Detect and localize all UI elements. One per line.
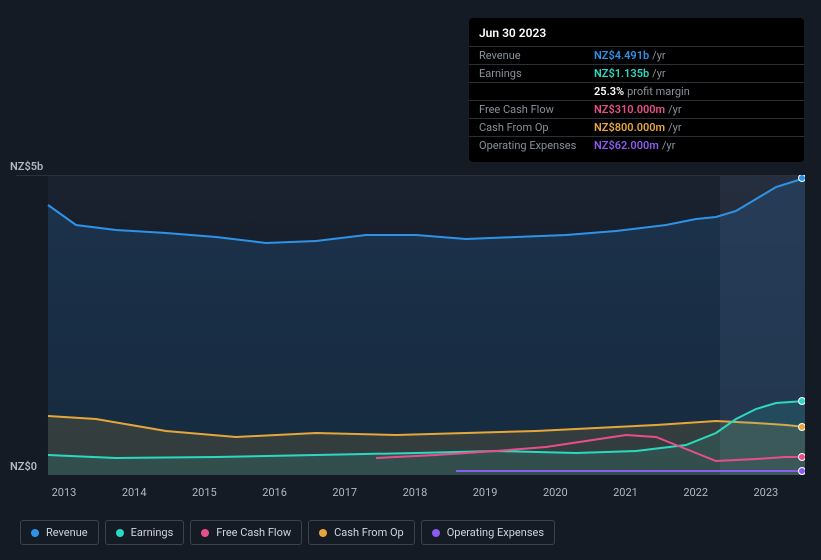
legend-dot-icon — [116, 529, 124, 537]
x-axis-label: 2016 — [241, 486, 309, 499]
end-marker — [799, 398, 806, 405]
chart-legend: Revenue Earnings Free Cash Flow Cash From O… — [20, 520, 555, 545]
tooltip-row: Cash From OpNZ$800.000m/yr — [469, 118, 804, 136]
tooltip-unit: /yr — [668, 121, 681, 134]
legend-label: Revenue — [46, 526, 88, 539]
tooltip-row: EarningsNZ$1.135b/yr — [469, 64, 804, 82]
legend-item-cash-from-op[interactable]: Cash From Op — [308, 520, 415, 545]
legend-dot-icon — [319, 529, 327, 537]
tooltip-label: Earnings — [479, 67, 594, 80]
chart-area[interactable] — [16, 175, 805, 475]
x-axis-label: 2019 — [451, 486, 519, 499]
tooltip-value: 25.3% — [594, 85, 624, 98]
legend-label: Free Cash Flow — [216, 526, 291, 539]
tooltip-unit: /yr — [652, 49, 665, 62]
tooltip-unit: /yr — [662, 139, 675, 152]
tooltip-label: Cash From Op — [479, 121, 594, 134]
y-axis-label: NZ$5b — [10, 160, 43, 173]
legend-item-earnings[interactable]: Earnings — [105, 520, 185, 545]
tooltip-label: Free Cash Flow — [479, 103, 594, 116]
x-axis-label: 2021 — [592, 486, 660, 499]
legend-label: Operating Expenses — [447, 526, 544, 539]
tooltip-value: NZ$62.000m — [594, 139, 659, 152]
legend-label: Cash From Op — [334, 526, 404, 539]
legend-item-operating-expenses[interactable]: Operating Expenses — [421, 520, 555, 545]
tooltip-unit: profit margin — [627, 85, 690, 98]
tooltip-unit: /yr — [652, 67, 665, 80]
tooltip-row: 25.3%profit margin — [469, 82, 804, 100]
legend-item-free-cash-flow[interactable]: Free Cash Flow — [190, 520, 302, 545]
x-axis-label: 2022 — [662, 486, 730, 499]
x-axis-label: 2017 — [311, 486, 379, 499]
tooltip-unit: /yr — [668, 103, 681, 116]
x-axis-label: 2020 — [521, 486, 589, 499]
legend-dot-icon — [432, 529, 440, 537]
legend-item-revenue[interactable]: Revenue — [20, 520, 99, 545]
chart-tooltip: Jun 30 2023 RevenueNZ$4.491b/yrEarningsN… — [469, 18, 804, 162]
tooltip-label: Revenue — [479, 49, 594, 62]
x-axis-label: 2023 — [732, 486, 800, 499]
legend-dot-icon — [201, 529, 209, 537]
tooltip-row: Free Cash FlowNZ$310.000m/yr — [469, 100, 804, 118]
x-axis: 2013201420152016201720182019202020212022… — [30, 486, 800, 499]
legend-dot-icon — [31, 529, 39, 537]
tooltip-date: Jun 30 2023 — [469, 26, 804, 46]
tooltip-value: NZ$800.000m — [594, 121, 665, 134]
tooltip-row: Operating ExpensesNZ$62.000m/yr — [469, 136, 804, 154]
legend-label: Earnings — [131, 526, 174, 539]
x-axis-label: 2018 — [381, 486, 449, 499]
tooltip-row: RevenueNZ$4.491b/yr — [469, 46, 804, 64]
tooltip-rows: RevenueNZ$4.491b/yrEarningsNZ$1.135b/yr2… — [469, 46, 804, 154]
end-marker — [799, 454, 806, 461]
tooltip-value: NZ$4.491b — [594, 49, 649, 62]
x-axis-label: 2014 — [100, 486, 168, 499]
end-marker — [799, 424, 806, 431]
x-axis-label: 2013 — [30, 486, 98, 499]
tooltip-value: NZ$1.135b — [594, 67, 649, 80]
end-marker — [799, 175, 806, 182]
end-marker — [799, 468, 806, 475]
x-axis-label: 2015 — [170, 486, 238, 499]
chart-svg — [16, 175, 805, 475]
tooltip-label: Operating Expenses — [479, 139, 594, 152]
tooltip-value: NZ$310.000m — [594, 103, 665, 116]
